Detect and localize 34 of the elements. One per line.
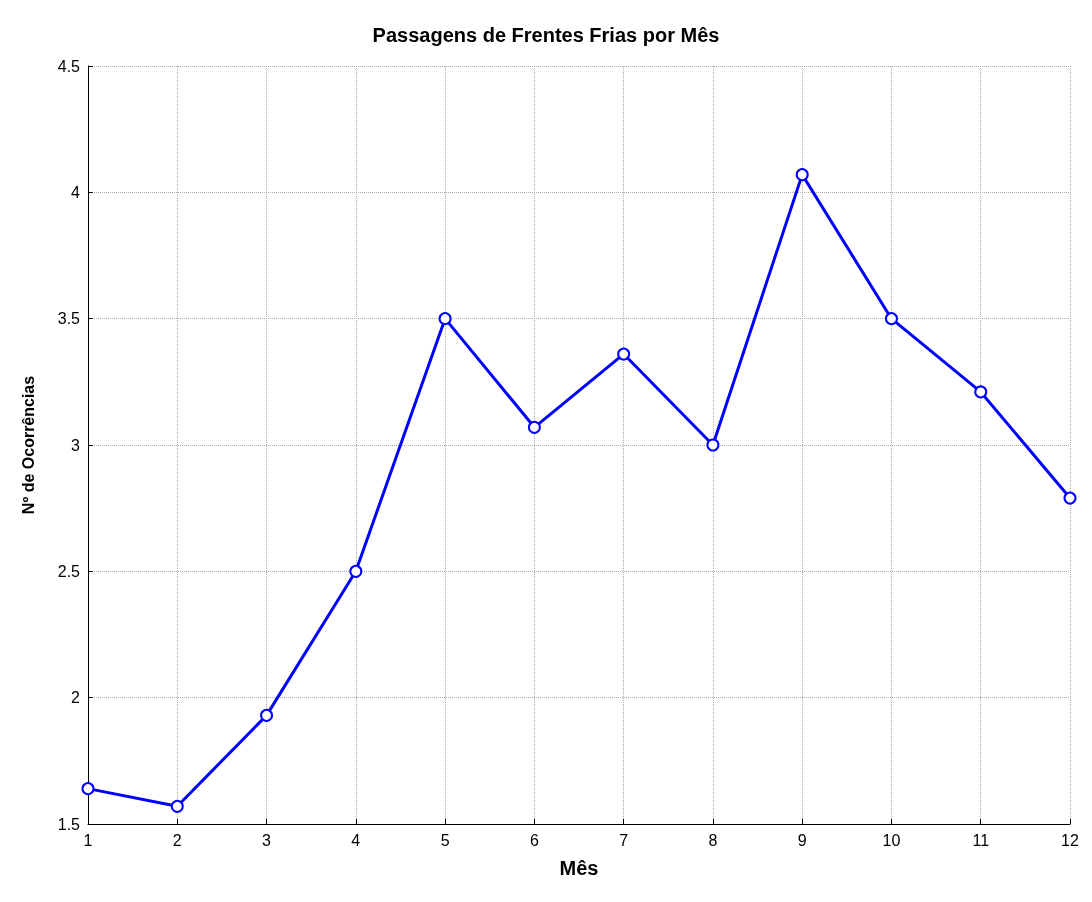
point: [81, 782, 95, 796]
x-tick-label: 1: [83, 831, 93, 849]
point: [527, 420, 541, 434]
x-tick-label: 6: [529, 831, 539, 849]
point: [1063, 491, 1077, 505]
point: [349, 564, 363, 578]
point: [170, 799, 184, 813]
x-tick-label: 3: [262, 831, 272, 849]
point: [260, 708, 274, 722]
chart-title: Passagens de Frentes Frias por Mês: [372, 24, 720, 46]
x-tick-label: 9: [797, 831, 807, 849]
x-tick-label: 8: [708, 831, 718, 849]
x-tick-label: 2: [172, 831, 182, 849]
x-tick-label: 12: [1061, 831, 1079, 849]
y-tick-label: 3.5: [57, 310, 81, 328]
x-axis-title: Mês: [559, 857, 599, 879]
y-tick-label: 2.5: [57, 562, 81, 580]
y-axis-title: Nº de Ocorrências: [19, 375, 37, 515]
point: [884, 312, 898, 326]
x-tick-label: 10: [882, 831, 901, 849]
x-tick-label: 4: [351, 831, 361, 849]
point: [795, 168, 809, 182]
point: [617, 347, 631, 361]
y-tick-label: 4.5: [57, 57, 81, 75]
y-tick-label: 3: [71, 436, 81, 454]
y-tick-label: 1.5: [57, 815, 81, 833]
x-tick-label: 11: [972, 831, 990, 849]
x-tick-label: 5: [440, 831, 450, 849]
point: [706, 438, 720, 452]
point: [438, 312, 452, 326]
x-tick-label: 7: [619, 831, 629, 849]
point: [974, 385, 988, 399]
y-tick-label: 2: [71, 689, 81, 707]
y-tick-label: 4: [71, 183, 81, 201]
